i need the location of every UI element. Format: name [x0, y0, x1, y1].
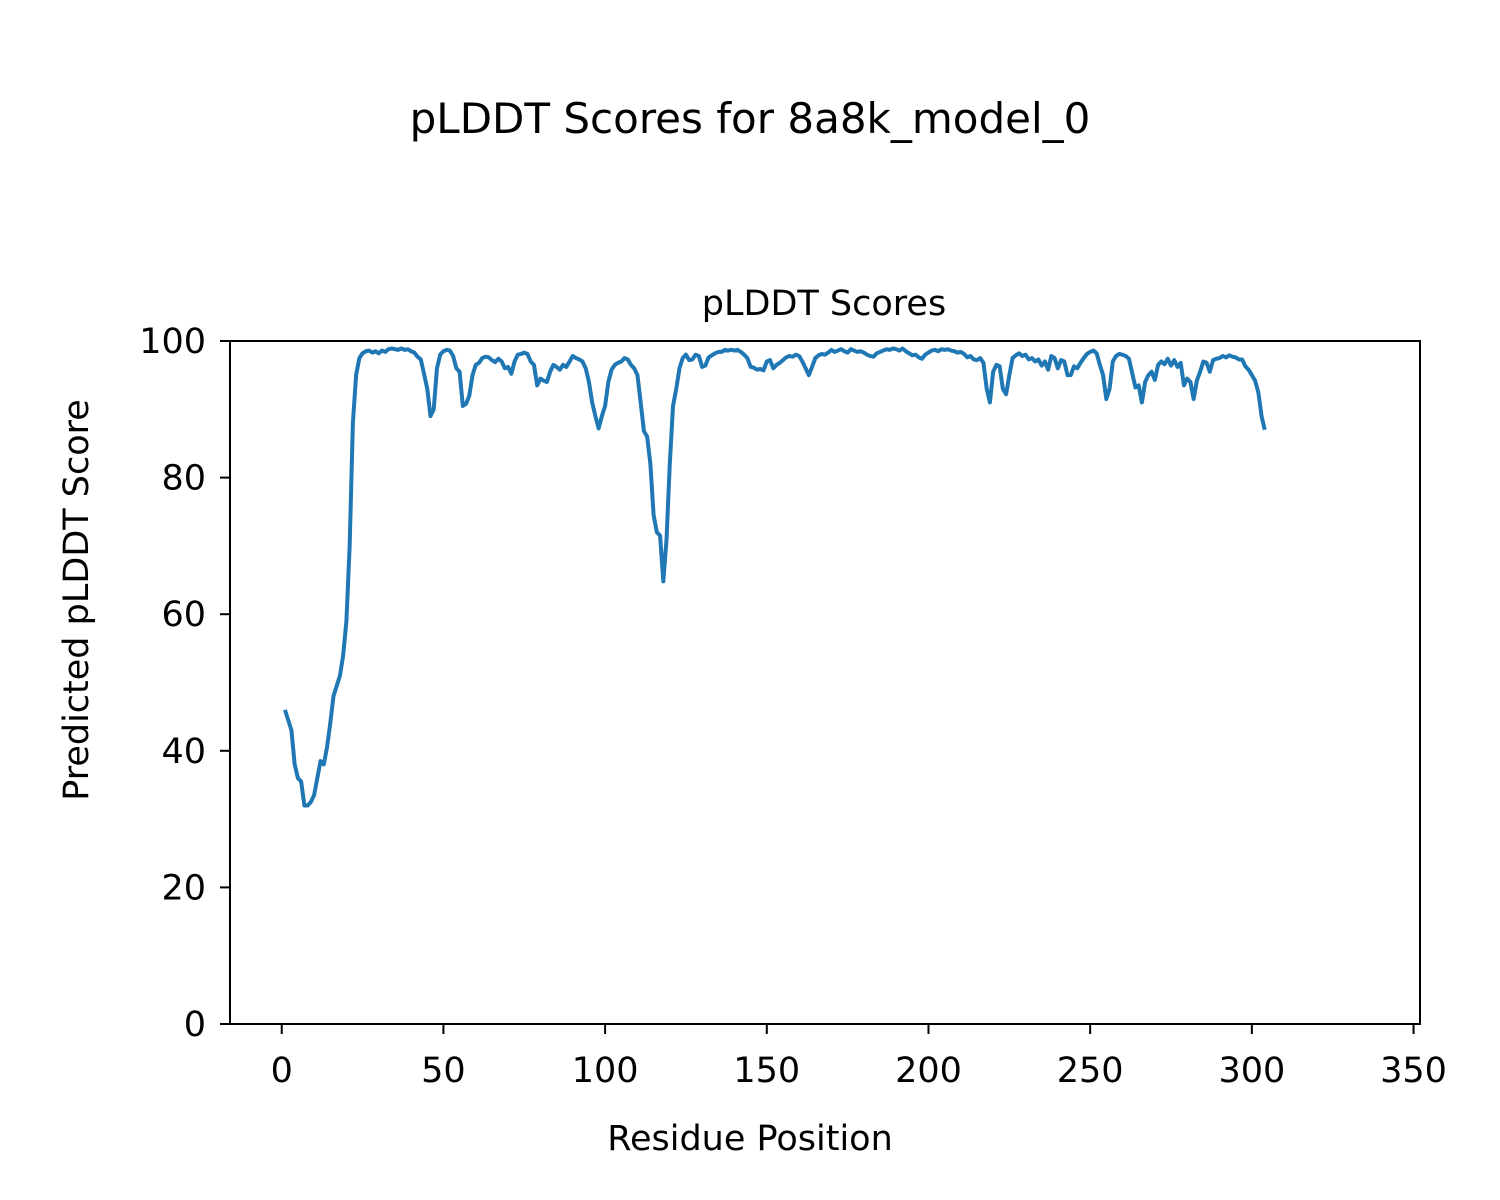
x-axis: 0 50 100 150 200 250 300 350 — [271, 1024, 1447, 1091]
y-tick-label: 0 — [184, 1005, 206, 1045]
line-layer — [283, 346, 1267, 808]
y-tick-label: 20 — [161, 868, 206, 908]
x-axis-label: Residue Position — [607, 1119, 893, 1159]
y-tick-label: 100 — [139, 322, 206, 362]
x-tick-label: 0 — [271, 1051, 293, 1091]
y-tick-label: 80 — [161, 459, 206, 499]
chart-title: pLDDT Scores — [702, 284, 946, 324]
x-tick-label: 250 — [1057, 1051, 1124, 1091]
y-axis-label: Predicted pLDDT Score — [57, 399, 97, 801]
series-line-0 — [283, 346, 1267, 808]
x-tick-label: 50 — [421, 1051, 466, 1091]
figure-suptitle: pLDDT Scores for 8a8k_model_0 — [410, 94, 1091, 143]
x-tick-label: 350 — [1380, 1051, 1447, 1091]
y-tick-label: 60 — [161, 595, 206, 635]
x-tick-label: 150 — [733, 1051, 800, 1091]
axes-frame — [229, 340, 1421, 1025]
plot-area: 0 50 100 150 200 250 300 350 0 20 40 60 80 100 — [139, 322, 1447, 1091]
x-tick-label: 300 — [1218, 1051, 1285, 1091]
y-axis: 0 20 40 60 80 100 — [139, 322, 230, 1045]
x-tick-label: 200 — [895, 1051, 962, 1091]
y-tick-label: 40 — [161, 732, 206, 772]
x-tick-label: 100 — [572, 1051, 639, 1091]
